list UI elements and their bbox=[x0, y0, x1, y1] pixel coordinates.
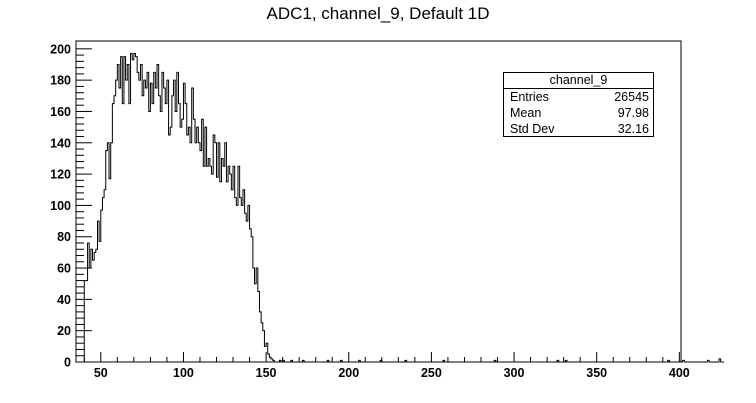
x-tick-label: 400 bbox=[669, 366, 690, 380]
y-tick-label: 200 bbox=[50, 42, 71, 56]
stats-box-title: channel_9 bbox=[504, 73, 653, 89]
x-tick-label: 250 bbox=[421, 366, 442, 380]
axis-tick-labels: 50 100 150 200 250 300 350 400 0 20 40 60 80 100 120 14… bbox=[50, 42, 690, 380]
y-tick-label: 20 bbox=[57, 324, 71, 338]
x-tick-label: 50 bbox=[94, 366, 108, 380]
y-tick-label: 0 bbox=[64, 356, 71, 370]
y-tick-label: 160 bbox=[50, 105, 71, 119]
stats-row-mean: Mean 97.98 bbox=[504, 105, 653, 121]
x-tick-label: 300 bbox=[504, 366, 525, 380]
y-tick-label: 60 bbox=[57, 262, 71, 276]
stats-value: 97.98 bbox=[617, 106, 649, 120]
stats-row-stddev: Std Dev 32.16 bbox=[504, 121, 653, 137]
stats-box: channel_9 Entries 26545 Mean 97.98 Std D… bbox=[503, 72, 654, 137]
stats-label: Std Dev bbox=[510, 122, 555, 136]
y-tick-label: 120 bbox=[50, 168, 71, 182]
stats-row-entries: Entries 26545 bbox=[504, 89, 653, 105]
y-tick-label: 140 bbox=[50, 136, 71, 150]
x-tick-label: 150 bbox=[256, 366, 277, 380]
y-tick-label: 40 bbox=[57, 293, 71, 307]
stats-label: Mean bbox=[510, 106, 542, 120]
chart-title: ADC1, channel_9, Default 1D bbox=[266, 4, 490, 23]
stats-value: 32.16 bbox=[617, 122, 649, 136]
y-tick-label: 180 bbox=[50, 74, 71, 88]
y-tick-label: 80 bbox=[57, 230, 71, 244]
histogram-series-line bbox=[83, 53, 724, 363]
y-tick-label: 100 bbox=[50, 199, 71, 213]
x-tick-label: 100 bbox=[173, 366, 194, 380]
x-tick-label: 200 bbox=[338, 366, 359, 380]
x-tick-label: 350 bbox=[586, 366, 607, 380]
stats-value: 26545 bbox=[614, 90, 649, 104]
stats-label: Entries bbox=[510, 90, 549, 104]
